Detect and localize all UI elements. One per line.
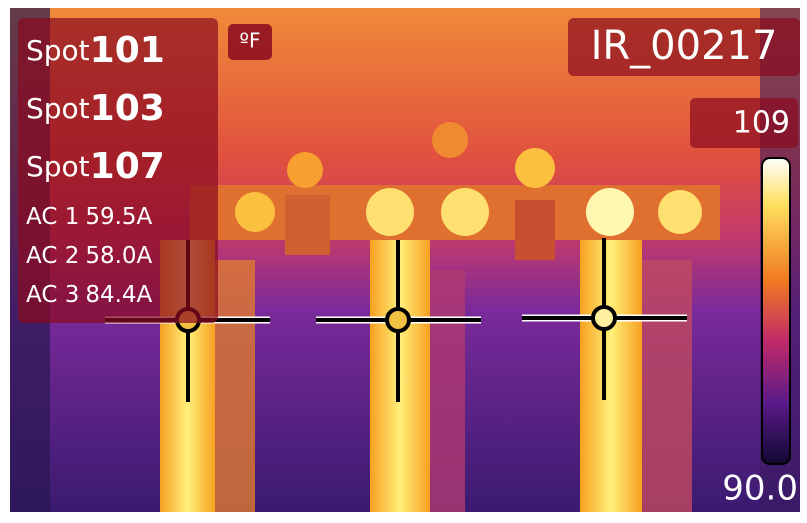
clamp-label: AC 2 (26, 243, 79, 269)
scale-min: 90.0 (722, 469, 798, 509)
spot-reading: Spot107 (26, 146, 165, 187)
unit: ºF (240, 29, 261, 53)
color-scale (762, 158, 790, 464)
spot-value: 107 (90, 146, 165, 187)
clamp-value: 59.5A (85, 204, 152, 230)
clamp-label: AC 1 (26, 204, 79, 230)
spot-label: Spot (26, 150, 90, 183)
file-name: IR_00217 (591, 23, 778, 69)
clamp-value: 58.0A (85, 243, 152, 269)
clamp-label: AC 3 (26, 282, 79, 308)
spot-reading: Spot103 (26, 88, 165, 129)
spot-label: Spot (26, 34, 90, 67)
scale-max: 109 (733, 106, 790, 141)
spot-value: 103 (90, 88, 165, 129)
spot-value: 101 (90, 30, 165, 71)
spot-label: Spot (26, 92, 90, 125)
thermal-view: Spot101Spot103Spot107 AC 159.5AAC 258.0A… (0, 0, 807, 523)
spot-reading: Spot101 (26, 30, 165, 71)
clamp-value: 84.4A (85, 282, 152, 308)
